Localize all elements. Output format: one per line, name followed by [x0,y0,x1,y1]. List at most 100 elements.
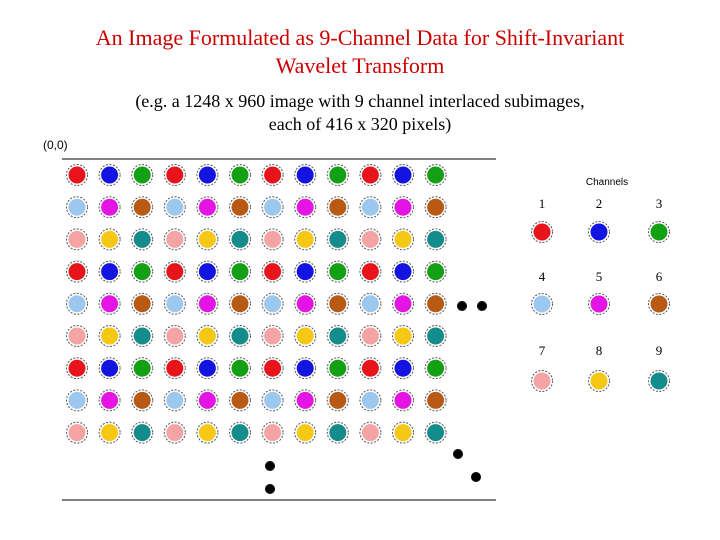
grid-pixel-channel-1 [261,357,284,380]
pixel-fill [133,230,151,248]
pixel-fill [427,424,445,442]
pixel-fill [296,198,314,216]
pixel-outline [294,325,317,347]
pixel-fill [361,391,379,409]
grid-pixel-channel-9 [326,325,349,347]
grid-pixel-channel-8 [392,228,414,251]
pixel-outline [98,357,121,380]
grid-pixel-channel-7 [359,325,382,347]
grid-pixel-channel-3 [326,164,349,186]
pixel-fill [133,295,151,313]
pixel-outline [98,389,121,412]
pixel-outline [98,292,121,315]
grid-pixel-channel-2 [98,357,121,380]
pixel-fill [231,391,249,409]
pixel-outline [294,292,317,315]
pixel-outline [131,196,154,219]
pixel-fill [198,424,216,442]
grid-pixel-channel-3 [229,164,251,186]
pixel-outline [229,164,251,186]
pixel-fill [264,263,282,281]
grid-pixel-channel-6 [424,292,447,315]
channel-number-1: 1 [539,196,546,211]
pixel-outline [359,357,382,380]
pixel-fill [68,391,86,409]
grid-pixel-channel-5 [294,196,317,219]
grid-pixel-channel-5 [98,196,121,219]
pixel-outline [424,164,447,186]
pixel-fill [198,198,216,216]
grid-pixel-channel-9 [131,325,154,347]
pixel-fill [329,198,347,216]
pixel-outline [424,357,447,380]
pixel-outline [392,164,414,186]
pixel-outline [424,228,447,251]
pixel-fill [329,424,347,442]
pixel-outline [229,196,251,219]
grid-pixel-channel-5 [196,389,219,412]
channel-swatch-7 [531,370,553,392]
pixel-fill [231,198,249,216]
pixel-outline [229,421,251,444]
pixel-outline [326,164,349,186]
pixel-fill [198,327,216,345]
pixel-fill [296,359,314,377]
grid-pixel-channel-1 [359,164,382,186]
grid-pixel-channel-2 [392,164,414,186]
pixel-fill [101,424,119,442]
pixel-fill [296,424,314,442]
pixel-fill [68,359,86,377]
grid-pixel-channel-4 [163,196,186,219]
pixel-outline [359,325,382,347]
pixel-outline [261,421,284,444]
pixel-fill [394,166,412,184]
pixel-fill [68,295,86,313]
pixel-outline [98,228,121,251]
pixel-outline [424,389,447,412]
grid-pixel-channel-3 [424,260,447,283]
grid-pixel-channel-1 [359,260,382,283]
grid-pixel-channel-5 [392,389,414,412]
pixel-fill [264,424,282,442]
pixel-outline [229,325,251,347]
grid-pixel-channel-5 [392,292,414,315]
pixel-outline [326,357,349,380]
pixel-fill [394,327,412,345]
grid-pixel-channel-1 [163,164,186,186]
pixel-fill [264,198,282,216]
channel-legend: 1 2 3 4 5 6 7 8 9 [531,196,670,392]
grid-pixel-channel-1 [66,164,88,186]
pixel-outline [648,370,670,392]
pixel-fill [231,327,249,345]
pixel-outline [326,228,349,251]
grid-pixel-channel-1 [66,357,88,380]
pixel-fill [133,359,151,377]
grid-pixel-channel-5 [196,292,219,315]
grid-pixel-channel-7 [261,325,284,347]
pixel-outline [424,421,447,444]
pixel-outline [196,260,219,283]
pixel-fill [101,359,119,377]
pixel-outline [424,196,447,219]
pixel-outline [163,228,186,251]
pixel-outline [229,260,251,283]
grid-pixel-channel-5 [392,196,414,219]
pixel-outline [163,164,186,186]
grid-pixel-channel-6 [424,196,447,219]
grid-pixel-channel-8 [98,325,121,347]
pixel-fill [650,223,668,241]
pixel-fill [296,295,314,313]
title-line-2: Wavelet Transform [275,53,445,78]
pixel-fill [590,372,608,390]
pixel-outline [229,357,251,380]
pixel-fill [427,198,445,216]
pixel-fill [361,230,379,248]
subtitle-line-2: each of 416 x 320 pixels) [268,114,452,134]
pixel-outline [392,325,414,347]
grid-pixel-channel-9 [424,421,447,444]
pixel-fill [133,391,151,409]
pixel-outline [98,260,121,283]
pixel-fill [394,359,412,377]
pixel-outline [66,164,88,186]
pixel-outline [326,325,349,347]
